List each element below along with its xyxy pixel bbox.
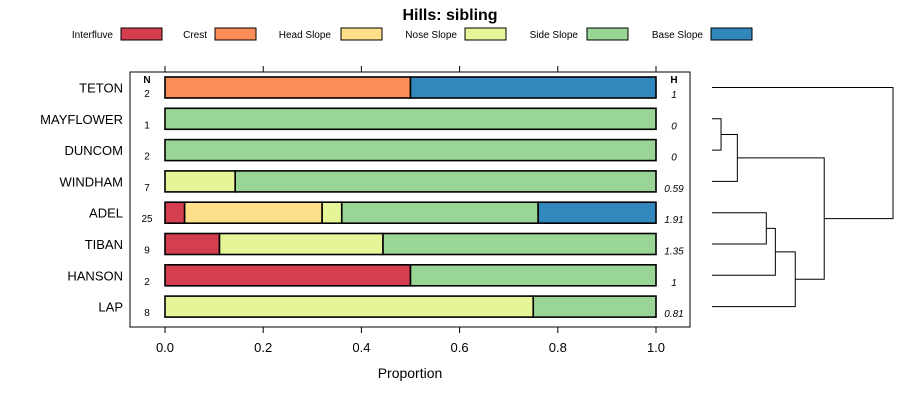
n-value-lap: 8 [144,308,150,319]
row-labels: TETON MAYFLOWER DUNCOM WINDHAM ADEL TIBAN HANS… [40,81,123,315]
dendrogram-link-m7 [712,87,894,220]
x-tick-label-3: 0.6 [451,340,469,355]
n-value-hanson: 2 [144,277,150,288]
legend-label-interfluve: Interfluve [72,30,114,41]
h-values: 1 0 0 0.59 1.91 1.35 1 0.81 [664,90,684,320]
dendrogram-link-m5 [712,251,796,308]
h-value-tiban: 1.35 [664,247,684,258]
dendrogram-link-m6 [737,157,825,280]
dendrogram-link-m1 [712,118,722,151]
bar-adel-base-slope [537,201,657,224]
bar-tiban-side-slope [382,232,657,256]
dendrogram [712,87,894,308]
h-value-teton: 1 [671,90,677,101]
bar-teton-crest [164,76,412,99]
x-tick-label-0: 0.0 [156,340,174,355]
bar-adel-nose-slope [321,201,343,224]
row-label-duncom: DUNCOM [65,143,124,158]
bar-mayflower-side-slope [164,107,657,131]
x-tick-label-5: 1.0 [647,340,665,355]
row-label-teton: TETON [79,81,123,96]
h-value-mayflower: 0 [671,121,677,132]
row-label-hanson: HANSON [67,268,123,283]
bar-hanson-side-slope [409,263,657,287]
legend-swatch-base-slope [710,27,753,41]
row-label-lap: LAP [98,300,123,315]
h-header: H [670,75,677,86]
bar-windham-side-slope [234,170,657,193]
x-tick-label-2: 0.4 [352,340,370,355]
bar-windham-nose-slope [164,170,237,193]
x-axis: 0.0 0.2 0.4 0.6 0.8 1.0 [156,327,665,355]
legend-swatch-head-slope [340,27,383,41]
n-header: N [143,75,150,86]
bar-lap-side-slope [532,295,657,318]
legend: Interfluve Crest Head Slope Nose Slope Side … [72,27,753,41]
plot-frame [129,71,691,328]
n-value-windham: 7 [144,183,150,194]
x-tick-label-4: 0.8 [549,340,567,355]
legend-swatch-crest [214,27,257,41]
n-value-teton: 2 [144,89,150,100]
legend-label-side-slope: Side Slope [530,30,579,41]
bar-adel-interfluve [164,201,186,224]
n-value-tiban: 9 [144,246,150,257]
legend-label-head-slope: Head Slope [279,30,332,41]
bar-lap-nose-slope [164,295,535,318]
bar-tiban-nose-slope [218,232,384,256]
n-value-mayflower: 1 [144,120,150,131]
bar-hanson-interfluve [164,263,412,287]
legend-label-nose-slope: Nose Slope [405,30,457,41]
legend-swatch-interfluve [120,27,163,41]
row-label-mayflower: MAYFLOWER [40,112,123,127]
h-value-lap: 0.81 [664,309,683,320]
chart-title: Hills: sibling [402,7,497,24]
x-axis-title: Proportion [378,365,443,381]
h-value-duncom: 0 [671,153,677,164]
bar-tiban-interfluve [164,232,221,256]
row-label-tiban: TIBAN [85,237,123,252]
row-label-adel: ADEL [89,206,123,221]
n-values: 2 1 2 7 25 9 2 8 [141,89,153,319]
x-tick-label-1: 0.2 [254,340,272,355]
bar-duncom-side-slope [164,138,657,162]
bar-teton-base-slope [409,76,657,99]
legend-swatch-nose-slope [464,27,507,41]
row-label-windham: WINDHAM [59,174,123,189]
legend-label-crest: Crest [183,30,207,41]
bar-adel-head-slope [183,201,323,224]
legend-label-base-slope: Base Slope [652,30,704,41]
bars-group [164,76,657,318]
h-value-adel: 1.91 [664,215,683,226]
dendrogram-link-m2 [712,212,767,245]
bar-adel-side-slope [340,201,539,224]
dendrogram-link-m3 [712,133,738,182]
n-value-duncom: 2 [144,152,150,163]
n-value-adel: 25 [141,214,153,225]
h-value-hanson: 1 [671,278,677,289]
legend-swatch-side-slope [586,27,629,41]
h-value-windham: 0.59 [664,184,684,195]
top-axis-ticks [164,66,657,72]
